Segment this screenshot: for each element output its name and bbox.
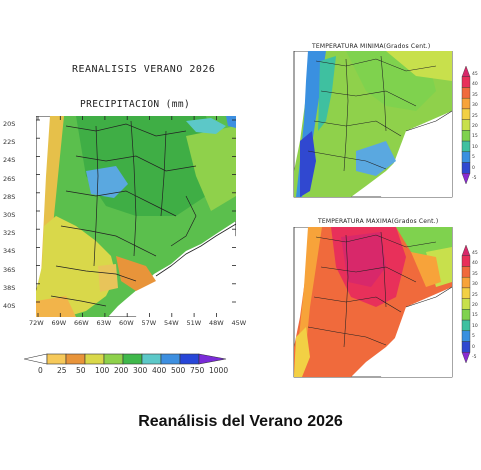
longitude-label: 63W xyxy=(96,319,112,327)
colorbar-segment xyxy=(461,130,471,142)
colorbar-segment xyxy=(461,245,471,256)
colorbar-segment xyxy=(461,66,471,77)
longitude-label: 54W xyxy=(164,319,179,327)
colorbar-segment xyxy=(461,76,471,88)
colorbar-label: 20 xyxy=(472,303,478,308)
caption: Reanálisis del Verano 2026 xyxy=(138,413,343,430)
colorbar-segment xyxy=(24,353,48,365)
latitude-label: 32S xyxy=(3,229,16,238)
colorbar-label: 45 xyxy=(472,72,478,77)
longitude-label: 60W xyxy=(119,319,134,327)
latitude-label: 40S xyxy=(3,302,16,310)
colorbar-segment xyxy=(461,319,471,332)
colorbar-label: 10 xyxy=(472,144,478,150)
colorbar-segment xyxy=(461,255,471,267)
colorbar-label: 25 xyxy=(472,113,478,119)
colorbar-label: 750 xyxy=(190,366,205,375)
colorbar-segment xyxy=(461,341,471,353)
colorbar-segment xyxy=(160,353,181,365)
colorbar-label: 0 xyxy=(38,366,43,375)
longitude-label: 66W xyxy=(74,319,89,327)
colorbar-label: 10 xyxy=(472,323,478,329)
colorbar-label: 30 xyxy=(472,103,478,109)
colorbar-segment xyxy=(198,353,227,365)
colorbar-label: -5 xyxy=(472,355,477,360)
colorbar-label: 35 xyxy=(472,271,478,277)
latitude-label: 36S xyxy=(3,265,16,274)
colorbar-segment xyxy=(46,353,67,365)
latitude-label: 38S xyxy=(3,283,16,292)
colorbar-label: 15 xyxy=(472,313,478,319)
colorbar-label: 40 xyxy=(472,82,478,88)
tmax-colorbar xyxy=(461,245,471,363)
longitude-label: 51W xyxy=(186,319,202,327)
colorbar-segment xyxy=(461,108,471,120)
colorbar-label: -5 xyxy=(472,176,477,181)
colorbar-label: 0 xyxy=(472,344,475,350)
longitude-label: 48W xyxy=(209,319,224,327)
latitude-label: 20S xyxy=(3,120,16,128)
colorbar-label: 0 xyxy=(472,165,475,171)
colorbar-label: 1000 xyxy=(209,366,229,375)
colorbar-segment xyxy=(461,266,471,278)
latitude-label: 28S xyxy=(3,192,16,201)
latitude-label: 34S xyxy=(3,247,16,256)
colorbar-segment xyxy=(461,162,471,174)
colorbar-segment xyxy=(65,353,86,365)
colorbar-label: 50 xyxy=(76,366,86,375)
colorbar-segment xyxy=(461,287,471,299)
colorbar-label: 40 xyxy=(472,261,478,267)
colorbar-label: 200 xyxy=(114,366,129,375)
colorbar-label: 500 xyxy=(171,366,186,375)
tmin-colorbar xyxy=(461,66,471,184)
latitude-label: 26S xyxy=(3,174,16,183)
colorbar-segment xyxy=(84,353,105,365)
longitude-label: 72W xyxy=(29,319,44,327)
colorbar-label: 5 xyxy=(472,334,475,340)
precipitation-map-canvas xyxy=(36,116,236,317)
colorbar-label: 45 xyxy=(472,251,478,256)
tmin-title: TEMPERATURA MINIMA(Grados Cent.) xyxy=(312,43,431,50)
colorbar-segment xyxy=(461,330,471,342)
colorbar-label: 35 xyxy=(472,92,478,98)
longitude-label: 45W xyxy=(231,319,247,327)
colorbar-label: 15 xyxy=(472,134,478,140)
colorbar-segment xyxy=(461,309,471,321)
colorbar-label: 300 xyxy=(133,366,148,375)
colorbar-label: 20 xyxy=(472,124,478,129)
colorbar-label: 30 xyxy=(472,282,478,288)
precipitation-title: PRECIPITACION (mm) xyxy=(80,99,191,110)
colorbar-segment xyxy=(461,352,471,363)
colorbar-label: 25 xyxy=(57,366,67,375)
colorbar-segment xyxy=(122,353,143,365)
colorbar-label: 100 xyxy=(95,366,110,375)
tmax-map-canvas xyxy=(293,227,453,378)
colorbar-segment xyxy=(141,353,162,365)
colorbar-segment xyxy=(461,119,471,131)
colorbar-segment xyxy=(461,151,471,163)
colorbar-label: 25 xyxy=(472,292,478,298)
tmax-title: TEMPERATURA MAXIMA(Grados Cent.) xyxy=(318,218,439,225)
latitude-label: 24S xyxy=(3,156,16,165)
colorbar-segment xyxy=(461,97,471,110)
colorbar-segment xyxy=(461,276,471,289)
map-title: REANALISIS VERANO 2026 xyxy=(72,64,216,75)
latitude-label: 30S xyxy=(3,211,16,219)
colorbar-label: 400 xyxy=(152,366,167,375)
tmin-map-canvas xyxy=(293,51,453,198)
longitude-label: 57W xyxy=(141,319,157,327)
colorbar-segment xyxy=(461,87,471,99)
colorbar-segment xyxy=(103,353,124,365)
colorbar-segment xyxy=(179,353,200,365)
precipitation-colorbar xyxy=(24,353,227,365)
colorbar-segment xyxy=(461,140,471,153)
colorbar-segment xyxy=(461,173,471,184)
latitude-label: 22S xyxy=(3,138,16,147)
colorbar-label: 5 xyxy=(472,155,475,161)
colorbar-segment xyxy=(461,298,471,310)
longitude-label: 69W xyxy=(51,319,67,327)
